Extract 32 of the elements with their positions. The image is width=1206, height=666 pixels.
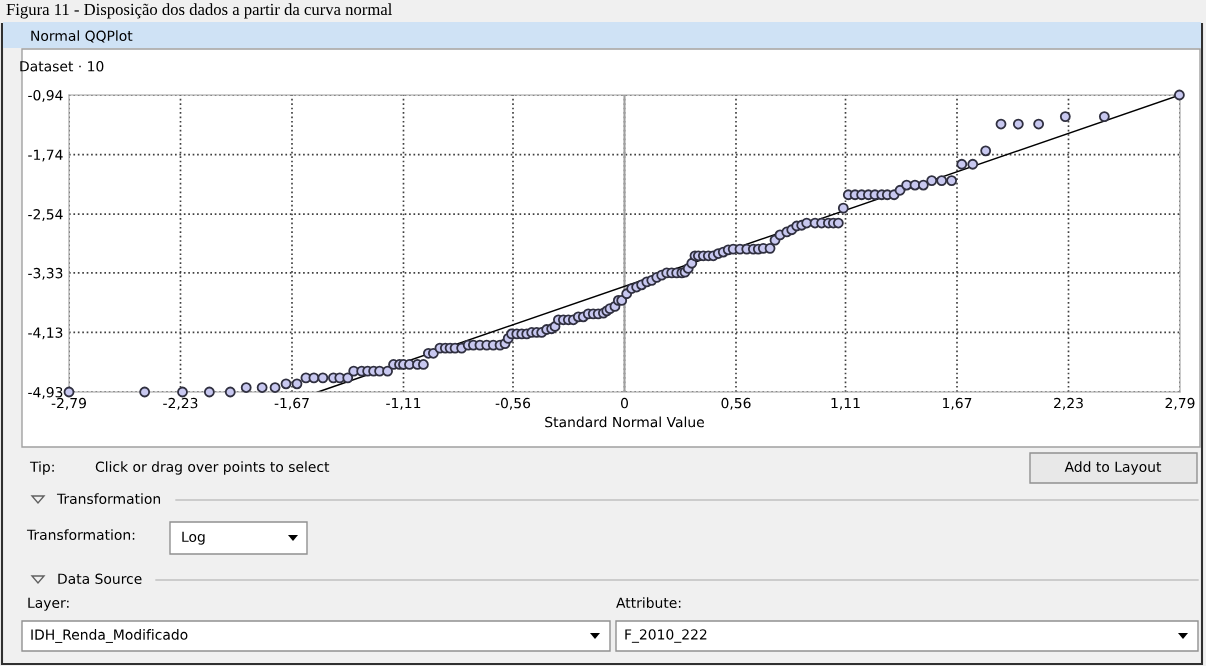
text: Attribute: bbox=[616, 597, 681, 609]
x-tick-label: 1,11 bbox=[831, 397, 860, 410]
x-tick-label: 2,79 bbox=[1165, 397, 1195, 410]
y-tick-label: -4,13 bbox=[28, 327, 63, 340]
x-tick-label: -2,23 bbox=[163, 397, 198, 410]
x-axis-title: Standard Normal Value bbox=[545, 416, 704, 428]
text: Click or drag over points to select bbox=[95, 461, 330, 475]
text: Data Source bbox=[58, 573, 142, 585]
text: Tip: bbox=[29, 461, 54, 475]
text: Transformation: bbox=[26, 529, 135, 541]
text: Layer: bbox=[28, 597, 69, 611]
x-tick-label: 2,23 bbox=[1054, 397, 1083, 410]
x-tick-label: -1,11 bbox=[386, 397, 421, 410]
y-axis-title: Dataset · 10 bbox=[20, 61, 104, 72]
x-tick-label: -1,67 bbox=[274, 397, 309, 410]
chart-subtitle: Normal QQPlot bbox=[31, 30, 133, 43]
y-tick-label: -2,54 bbox=[28, 209, 63, 221]
chart-title: Figura 11 - Disposição dos dados a partir da curva normal bbox=[6, 3, 393, 19]
text: F_2010_222 bbox=[625, 629, 707, 643]
y-tick-label: -3,33 bbox=[28, 267, 63, 280]
x-tick-label: 1,67 bbox=[943, 397, 972, 410]
y-tick-label: -1,74 bbox=[28, 149, 63, 162]
text: Log bbox=[182, 531, 205, 545]
x-tick-label: 0,56 bbox=[721, 397, 751, 410]
y-tick-label: -0,94 bbox=[28, 89, 63, 102]
text: Add to Layout bbox=[1064, 461, 1162, 475]
y-tick-label: -4,93 bbox=[28, 386, 63, 399]
text: IDH_Renda_Modificado bbox=[31, 629, 188, 643]
x-tick-label: -0,56 bbox=[495, 397, 531, 410]
text: Transformation bbox=[56, 493, 161, 505]
x-tick-label: 0 bbox=[621, 397, 628, 409]
x-tick-label: -2,79 bbox=[51, 397, 86, 410]
